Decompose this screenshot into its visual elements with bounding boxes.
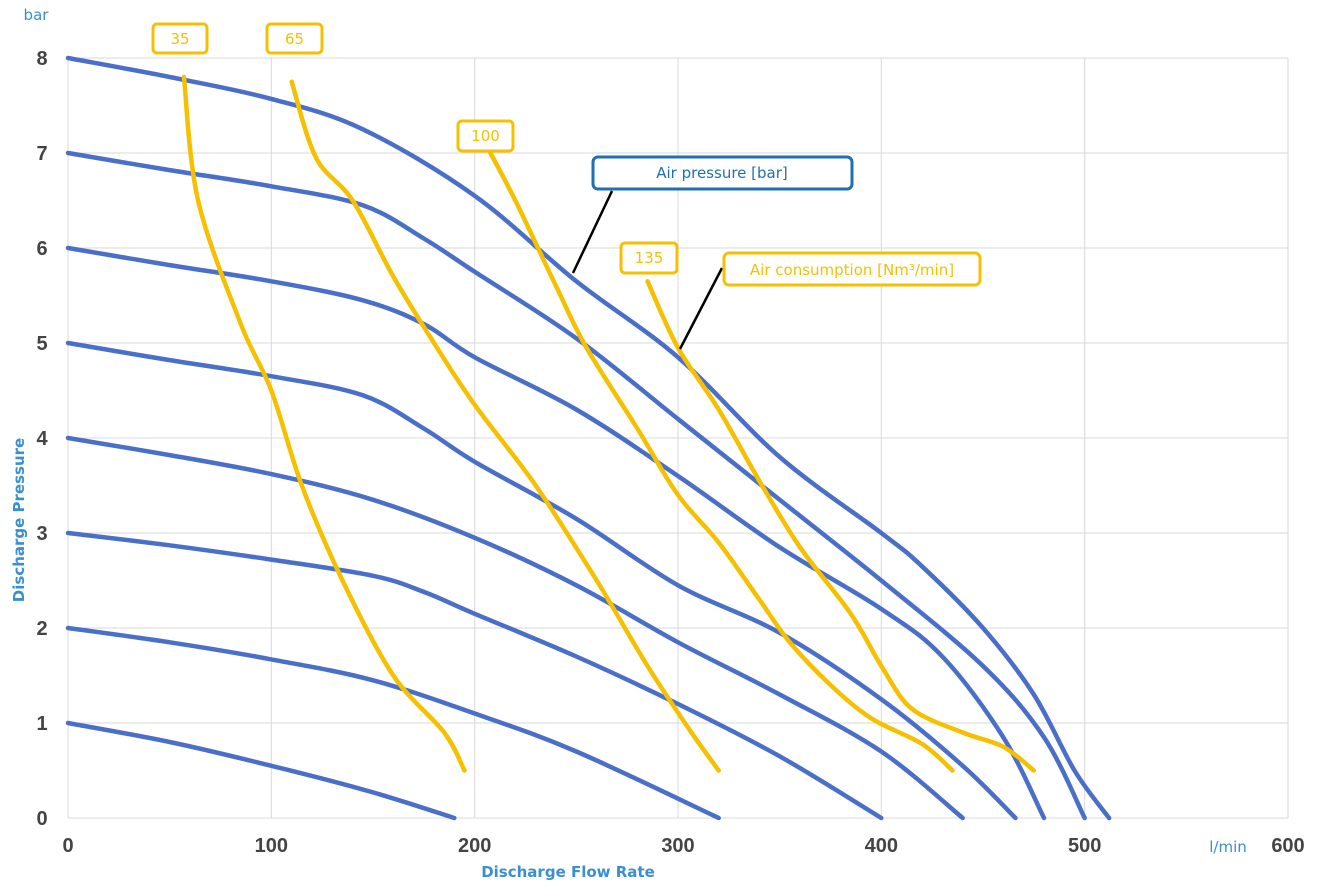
x-tick-label: 0 bbox=[62, 835, 73, 857]
air-pressure-curve-6 bbox=[65, 245, 1047, 821]
air-consumption-curve-65 bbox=[289, 79, 721, 773]
y-tick-label: 1 bbox=[36, 713, 47, 735]
y-tick-label: 0 bbox=[36, 808, 47, 830]
air-pressure-leader-line bbox=[571, 190, 614, 274]
curve-label-35-text: 35 bbox=[170, 30, 189, 48]
curve-label-65: 65 bbox=[265, 22, 324, 55]
air-pressure-curve-5 bbox=[65, 340, 1018, 821]
air-pressure-curve-7 bbox=[65, 150, 1087, 821]
air-consumption-curve-135 bbox=[645, 279, 1037, 773]
x-tick-label: 200 bbox=[458, 835, 491, 857]
y-tick-label: 3 bbox=[36, 523, 47, 545]
ticks: 0 100 200 300 400 500 600 0 1 2 3 4 5 6 7 8 bbox=[36, 48, 1304, 857]
air-consumption-leader-line bbox=[678, 267, 724, 350]
y-tick-label: 7 bbox=[36, 143, 47, 165]
x-tick-label: 100 bbox=[255, 835, 288, 857]
curve-label-65-text: 65 bbox=[285, 30, 304, 48]
x-unit-label: l/min bbox=[1209, 838, 1247, 856]
series-layer bbox=[65, 55, 1112, 821]
y-tick-label: 8 bbox=[36, 48, 47, 70]
x-axis-title: Discharge Flow Rate bbox=[481, 863, 655, 881]
air-consumption-curve-35 bbox=[181, 74, 467, 773]
x-tick-label: 300 bbox=[661, 835, 694, 857]
curve-label-135-text: 135 bbox=[635, 249, 664, 267]
y-tick-label: 4 bbox=[36, 428, 48, 450]
legend-air-consumption-text: Air consumption [Nm³/min] bbox=[750, 261, 954, 279]
x-tick-label: 500 bbox=[1068, 835, 1101, 857]
curve-label-100: 100 bbox=[456, 119, 515, 153]
y-unit-label: bar bbox=[24, 6, 50, 24]
air-pressure-curve-4 bbox=[65, 435, 965, 821]
y-tick-label: 6 bbox=[36, 238, 47, 260]
legend-air-consumption: Air consumption [Nm³/min] bbox=[722, 251, 982, 287]
curve-label-35: 35 bbox=[151, 22, 209, 55]
y-tick-label: 5 bbox=[36, 333, 47, 355]
x-tick-label: 600 bbox=[1271, 835, 1304, 857]
legend-air-pressure: Air pressure [bar] bbox=[591, 155, 854, 191]
y-axis-title: Discharge Pressure bbox=[10, 438, 28, 602]
legend-air-pressure-text: Air pressure [bar] bbox=[656, 164, 788, 182]
curve-label-100-text: 100 bbox=[471, 127, 500, 145]
x-tick-label: 400 bbox=[865, 835, 898, 857]
air-pressure-curve-2 bbox=[65, 625, 721, 821]
curve-label-135: 135 bbox=[619, 241, 679, 275]
air-pressure-curve-3 bbox=[65, 530, 884, 821]
air-consumption-curve-100 bbox=[484, 144, 955, 773]
air-pressure-curve-1 bbox=[65, 720, 457, 821]
y-tick-label: 2 bbox=[36, 618, 47, 640]
